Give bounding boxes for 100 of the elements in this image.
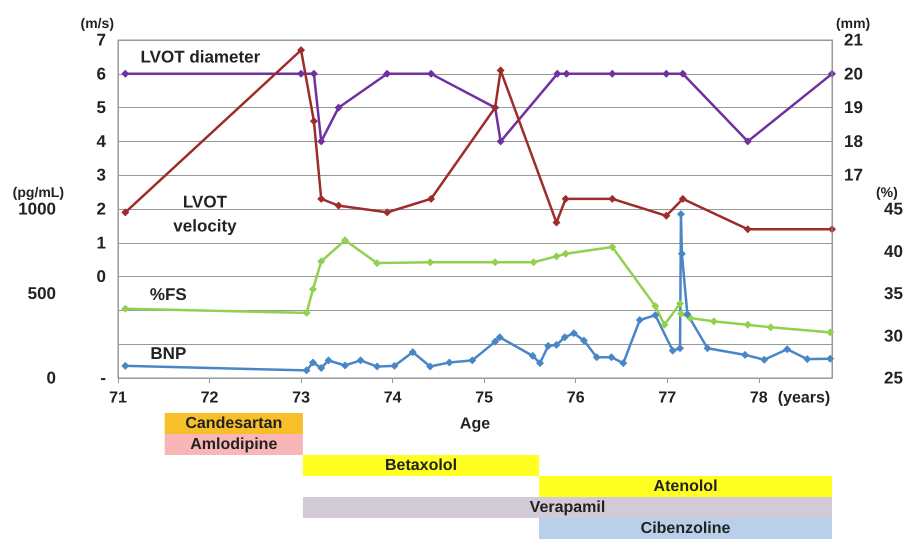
x-tick-label: 76	[566, 390, 585, 406]
point	[803, 355, 812, 364]
point	[341, 361, 350, 370]
point	[766, 323, 775, 332]
x-tick-label: 75	[475, 390, 494, 406]
point	[334, 202, 343, 210]
x-tick-label: 78	[750, 390, 768, 406]
point	[552, 218, 560, 227]
point	[121, 208, 130, 216]
x-tick-label: 71	[109, 390, 127, 406]
point	[324, 356, 333, 364]
point	[570, 329, 578, 338]
point	[760, 356, 768, 364]
y-tick-label: 0	[96, 267, 106, 286]
x-tick-label: 74	[384, 390, 402, 406]
x-tick-label: 72	[200, 390, 219, 406]
point	[308, 285, 317, 294]
point	[744, 137, 752, 146]
category-label: Atenolol	[654, 478, 718, 495]
category-label: Candesartan	[185, 415, 282, 432]
point	[562, 250, 570, 258]
y-axis-title: (m/s)	[80, 15, 114, 31]
category-label: Cibenzoline	[640, 520, 730, 537]
y-axis-title: (pg/mL)	[12, 184, 64, 200]
point	[302, 366, 311, 374]
y-tick-label: -	[100, 368, 106, 388]
y2-tick-label: 18	[844, 132, 863, 151]
point	[356, 356, 365, 364]
text: (years)	[778, 390, 830, 406]
point	[676, 344, 684, 352]
point	[826, 354, 834, 363]
y-tick-label: 1	[96, 233, 106, 252]
point	[683, 310, 692, 318]
point	[580, 336, 588, 345]
point	[496, 137, 505, 146]
category-label: Betaxolol	[384, 457, 457, 474]
point	[651, 302, 660, 310]
x-tick-label: 73	[292, 390, 310, 406]
y2-tick-label: 30	[884, 326, 903, 346]
point	[552, 252, 560, 260]
point	[710, 317, 718, 326]
point	[528, 352, 537, 360]
category-label: Amlodipine	[190, 436, 278, 453]
point	[121, 304, 130, 313]
point	[660, 320, 668, 329]
y2-tick-label: 17	[844, 166, 863, 185]
point	[297, 46, 306, 54]
series-label: %FS	[150, 284, 187, 304]
point	[562, 194, 570, 203]
point	[651, 311, 660, 320]
point	[608, 194, 616, 203]
point	[334, 104, 343, 112]
point	[408, 348, 417, 356]
point	[373, 259, 382, 268]
point	[121, 362, 130, 370]
y-tick-label: 7	[96, 30, 106, 50]
y-tick-label: 3	[96, 166, 106, 185]
point	[308, 358, 317, 366]
y-tick-label: 0	[46, 368, 56, 388]
y2-tick-label: 20	[844, 64, 863, 84]
point	[676, 310, 685, 318]
y-tick-label: 1000	[18, 200, 56, 218]
point	[668, 346, 677, 355]
point	[741, 350, 750, 359]
point	[468, 356, 476, 364]
x-axis-title: Age	[460, 416, 490, 432]
y2-tick-label: 19	[844, 98, 863, 118]
point	[491, 338, 500, 346]
point	[560, 333, 569, 342]
point	[544, 342, 552, 350]
y2-tick-label: 25	[884, 368, 903, 388]
y-tick-label: 500	[28, 284, 56, 303]
point	[426, 362, 434, 371]
point	[297, 70, 306, 78]
point	[445, 358, 454, 366]
series-label: BNP	[150, 344, 186, 363]
point	[676, 300, 684, 308]
y-tick-label: 2	[96, 200, 106, 218]
point	[662, 212, 670, 220]
point	[496, 333, 504, 342]
y-tick-label: 4	[96, 132, 107, 151]
point	[619, 359, 628, 368]
point	[390, 362, 398, 370]
series-label: LVOT diameter	[140, 47, 261, 66]
series-label: LVOT velocity	[173, 192, 238, 236]
point	[783, 345, 792, 354]
point	[317, 364, 326, 372]
point	[553, 70, 562, 78]
x-tick-label: 77	[658, 390, 676, 406]
point	[341, 236, 350, 244]
point	[317, 257, 326, 266]
point	[608, 243, 616, 252]
y2-tick-label: 45	[884, 200, 903, 218]
point	[317, 194, 326, 203]
point	[302, 308, 311, 317]
point	[744, 320, 752, 329]
y2-axis-title: (mm)	[836, 15, 870, 31]
point	[530, 258, 538, 266]
y-tick-label: 6	[96, 64, 106, 84]
point	[704, 344, 712, 352]
